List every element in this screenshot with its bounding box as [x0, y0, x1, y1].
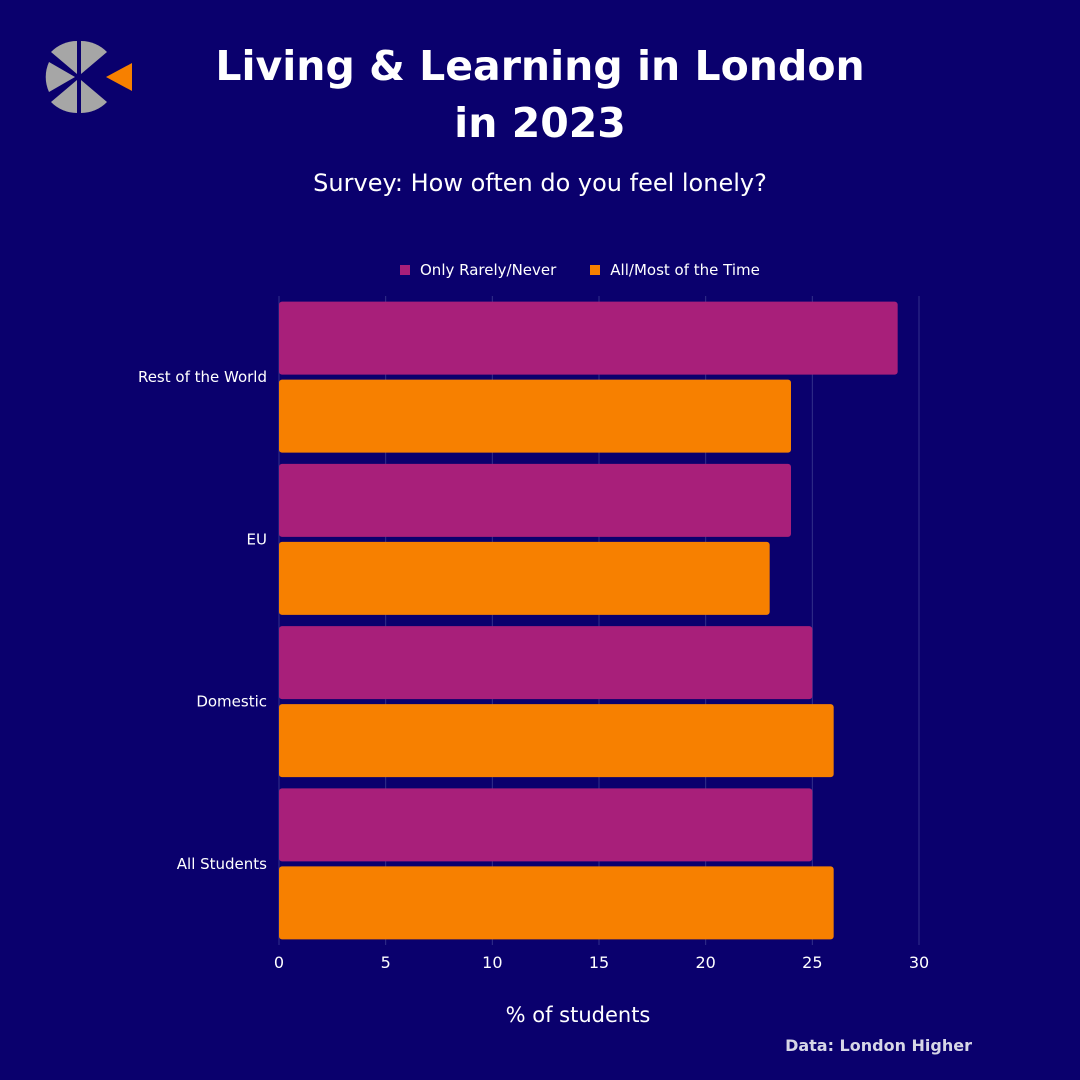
x-tick-label: 30	[909, 953, 929, 972]
x-tick-label: 0	[274, 953, 284, 972]
y-tick-label: Rest of the World	[138, 368, 267, 386]
y-tick-label: All Students	[177, 855, 267, 873]
bar-eu-series-1	[279, 541, 770, 615]
bar-all-students-series-1	[279, 866, 834, 940]
bar-domestic-series-1	[279, 704, 834, 778]
bar-all-students-series-0	[279, 788, 813, 862]
bar-rest-of-the-world-series-1	[279, 379, 791, 453]
x-tick-label: 25	[802, 953, 822, 972]
legend-label-only-rarely-never: Only Rarely/Never	[420, 261, 557, 279]
bar-rest-of-the-world-series-0	[279, 301, 898, 375]
legend-item-only-rarely-never: Only Rarely/Never	[400, 261, 556, 279]
chart-legend: Only Rarely/Never All/Most of the Time	[400, 258, 794, 282]
legend-item-all-most-of-the-time: All/Most of the Time	[590, 261, 760, 279]
x-axis-label: % of students	[505, 1003, 651, 1027]
legend-swatch-only-rarely-never	[400, 265, 410, 275]
segmented-circle-logo-icon	[45, 40, 132, 114]
legend-swatch-all-most-of-the-time	[590, 265, 601, 275]
x-tick-label: 5	[381, 953, 391, 972]
data-source-note: Data: London Higher	[785, 1036, 972, 1055]
x-tick-label: 20	[695, 953, 715, 972]
chart-title: Living & Learning in London in 2023	[215, 42, 865, 147]
y-tick-label: Domestic	[196, 693, 267, 711]
y-tick-label: EU	[247, 530, 267, 548]
x-tick-label: 15	[589, 953, 609, 972]
bar-eu-series-0	[279, 463, 791, 537]
chart-subtitle: Survey: How often do you feel lonely?	[313, 169, 767, 197]
x-tick-label: 10	[482, 953, 502, 972]
legend-label-all-most-of-the-time: All/Most of the Time	[610, 261, 760, 279]
bar-domestic-series-0	[279, 626, 813, 700]
